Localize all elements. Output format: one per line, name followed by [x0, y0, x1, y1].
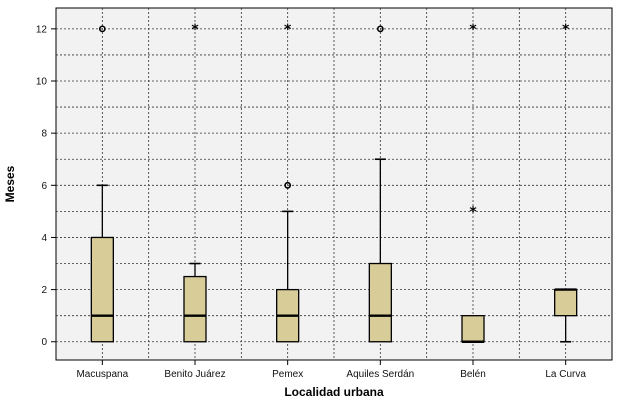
y-tick-label: 6	[41, 181, 47, 192]
x-axis-ticks: Macuspana Benito Juárez Pemex Aquiles Serdá…	[76, 360, 586, 380]
outlier-star: *	[562, 22, 570, 38]
y-tick-label: 0	[41, 337, 47, 348]
box-iqr	[368, 262, 392, 343]
y-tick-label: 10	[36, 77, 48, 88]
outlier-star: *	[284, 22, 292, 38]
box-iqr	[461, 315, 485, 343]
box-group: **	[461, 22, 485, 343]
outlier-circle	[284, 181, 292, 189]
y-axis-title: Meses	[3, 165, 17, 202]
x-axis-title: Localidad urbana	[284, 385, 384, 399]
box-series: * *** *	[90, 22, 578, 343]
box-group	[368, 25, 392, 343]
x-tick-label: Aquiles Serdán	[346, 369, 414, 380]
x-tick-label: Pemex	[272, 369, 303, 380]
y-axis: 0 2 4 6 8 10 12	[36, 24, 56, 348]
outlier-circle	[376, 25, 384, 33]
box-iqr	[90, 236, 114, 343]
box-iqr	[183, 275, 207, 343]
outlier-star: *	[191, 22, 199, 38]
x-tick-label: La Curva	[545, 369, 586, 380]
box-iqr	[554, 288, 578, 317]
y-tick-label: 4	[41, 233, 47, 244]
y-tick-label: 12	[36, 24, 48, 35]
box-group	[90, 25, 114, 343]
box-group: *	[276, 22, 300, 343]
outlier-star: *	[469, 204, 477, 220]
x-tick-label: Belén	[460, 369, 486, 380]
box-group: *	[183, 22, 207, 343]
y-tick-label: 2	[41, 285, 47, 296]
outlier-star: *	[469, 22, 477, 38]
box-group: *	[554, 22, 578, 343]
x-tick-label: Macuspana	[76, 369, 128, 380]
y-tick-label: 8	[41, 129, 47, 140]
x-tick-label: Benito Juárez	[164, 369, 225, 380]
outlier-circle	[98, 25, 106, 33]
